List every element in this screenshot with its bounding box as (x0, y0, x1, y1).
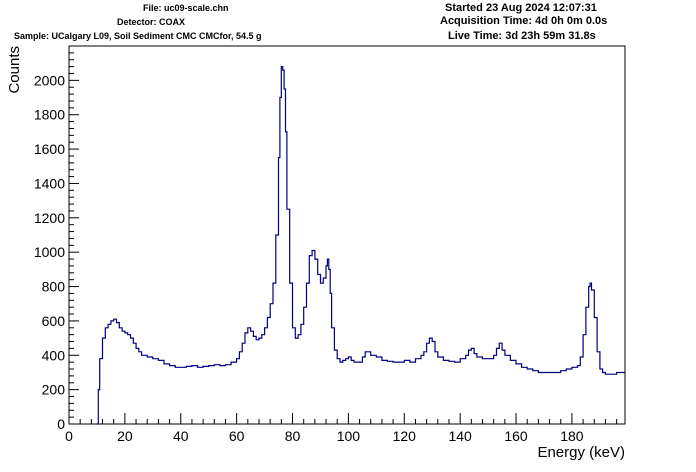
y-tick-label: 800 (42, 279, 66, 295)
y-tick-label: 2000 (34, 72, 65, 88)
header-live-time: Live Time: 3d 23h 59m 31.8s (448, 30, 596, 42)
y-axis: 0 200 400 600 800 1000 1200 1400 1600 1800 2000 (34, 52, 79, 432)
header-sample: Sample: UCalgary L09, Soil Sediment CMC … (14, 31, 262, 41)
header-started: Started 23 Aug 2024 12:07:31 (445, 2, 597, 14)
x-tick-label: 160 (504, 428, 528, 444)
y-axis-title: Counts (6, 46, 23, 94)
header-file: File: uc09-scale.chn (143, 3, 229, 13)
plot-frame (68, 45, 626, 425)
x-axis-title: Energy (keV) (537, 444, 625, 461)
x-tick-label: 120 (393, 428, 417, 444)
y-tick-label: 0 (57, 416, 65, 432)
x-tick-label: 140 (448, 428, 472, 444)
spectrum-line (96, 66, 625, 425)
x-tick-label: 80 (285, 428, 301, 444)
x-tick-label: 0 (65, 428, 73, 444)
y-tick-label: 600 (42, 313, 66, 329)
y-tick-label: 200 (42, 382, 66, 398)
y-tick-label: 1600 (34, 141, 65, 157)
x-tick-label: 60 (229, 428, 245, 444)
x-tick-label: 40 (173, 428, 189, 444)
y-tick-label: 1800 (34, 107, 65, 123)
x-tick-label: 20 (117, 428, 133, 444)
header-acquisition-time: Acquisition Time: 4d 0h 0m 0.0s (440, 15, 608, 27)
x-tick-label: 180 (560, 428, 584, 444)
header-detector: Detector: COAX (117, 17, 186, 27)
x-tick-label: 100 (337, 428, 361, 444)
x-axis: 0 20 40 60 80 100 120 140 160 180 (65, 413, 618, 444)
y-tick-label: 400 (42, 347, 66, 363)
y-tick-label: 1200 (34, 210, 65, 226)
y-tick-label: 1400 (34, 175, 65, 191)
y-tick-label: 1000 (34, 244, 65, 260)
